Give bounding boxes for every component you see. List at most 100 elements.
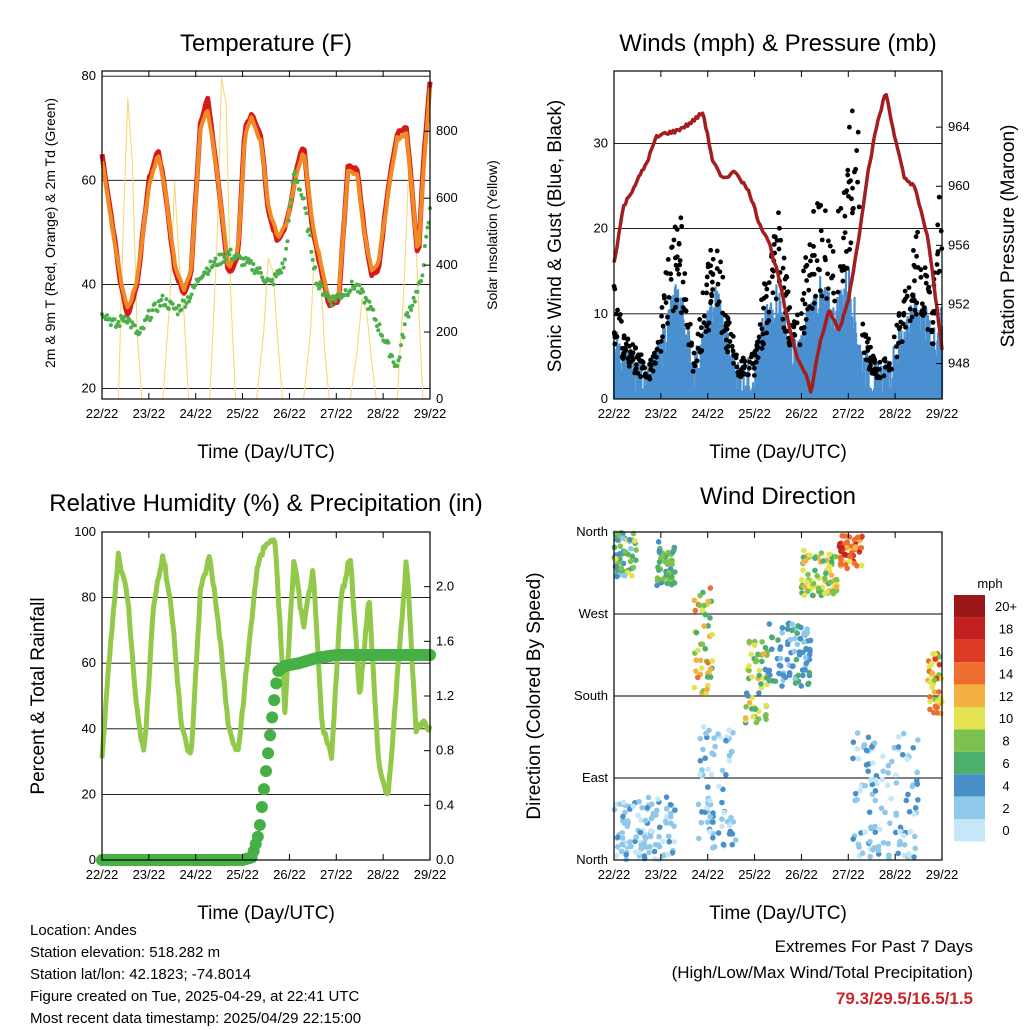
gust-point [776, 210, 781, 216]
direction-point [728, 748, 735, 755]
gust-point [801, 325, 807, 330]
direction-point [700, 724, 707, 730]
gust-point [731, 360, 736, 366]
right-tick-label: 0.4 [436, 797, 454, 812]
direction-point [697, 758, 704, 764]
gust-point [850, 206, 856, 212]
direction-point [897, 838, 903, 845]
direction-point [885, 770, 891, 776]
gust-point [723, 337, 729, 343]
direction-point [707, 828, 713, 835]
gust-point [920, 313, 926, 318]
direction-point [627, 839, 633, 845]
direction-point [642, 817, 649, 824]
gust-point [877, 359, 883, 365]
direction-point [715, 731, 721, 737]
gust-point [714, 248, 720, 254]
direction-point [904, 756, 911, 762]
direction-point [776, 662, 783, 668]
direction-point [795, 672, 802, 679]
gust-point [677, 262, 683, 268]
dewpoint-point [257, 266, 262, 271]
gust-point [720, 274, 726, 280]
direction-point [705, 598, 712, 605]
gust-point [727, 339, 733, 344]
direction-point [915, 737, 921, 743]
gust-point [706, 320, 712, 326]
direction-point [931, 689, 938, 695]
x-tick-label: 25/22 [738, 867, 771, 882]
direction-point [709, 658, 716, 664]
direction-point [777, 646, 783, 652]
gust-point [616, 316, 622, 321]
direction-point [619, 835, 626, 841]
direction-point [668, 573, 675, 580]
direction-point [701, 602, 707, 609]
gust-point [709, 293, 715, 299]
dewpoint-point [284, 246, 289, 251]
y-tick-label: 60 [82, 172, 96, 187]
direction-point [667, 801, 674, 808]
x-tick-label: 28/22 [367, 406, 400, 421]
gust-point [811, 253, 817, 258]
gust-point [705, 264, 711, 270]
humidity-xlabel: Time (Day/UTC) [197, 903, 335, 924]
direction-point [798, 624, 804, 631]
gust-point [811, 208, 816, 214]
gust-point [882, 358, 888, 364]
right-tick-label: 600 [436, 190, 458, 205]
direction-point [847, 553, 853, 560]
direction-point [748, 706, 755, 712]
legend-label: 20+ [995, 599, 1017, 614]
right-tick-label: 948 [948, 356, 970, 371]
gust-point [786, 335, 792, 341]
temperature-xticks: 22/22 23/22 24/22 25/22 26/22 27/22 28/22 29/22 [86, 71, 446, 421]
gust-point [683, 297, 689, 303]
precip-point [251, 830, 264, 843]
gust-point [700, 290, 706, 296]
dewpoint-point [227, 252, 232, 257]
direction-point [915, 797, 921, 803]
direction-point [895, 733, 902, 740]
dewpoint-point [116, 319, 121, 324]
gust-point [780, 316, 786, 322]
gust-point [697, 317, 703, 322]
gust-point [761, 281, 767, 287]
dewpoint-point [179, 307, 184, 312]
direction-point [906, 809, 913, 815]
dewpoint-point [211, 263, 216, 268]
direction-point [660, 576, 666, 582]
direction-point [929, 670, 936, 676]
gust-point [665, 314, 670, 320]
direction-point [802, 654, 809, 661]
gust-point [725, 343, 731, 349]
gust-point [781, 255, 787, 261]
direction-point [787, 636, 794, 643]
direction-point [932, 651, 938, 657]
direction-point [776, 670, 782, 677]
direction-point [931, 677, 938, 683]
wind-direction-title: Wind Direction [700, 483, 856, 510]
gust-point [911, 248, 916, 253]
direction-point [909, 783, 916, 790]
gust-point [676, 241, 682, 247]
precip-point [262, 747, 275, 760]
gust-point [926, 284, 932, 290]
gust-point [675, 267, 680, 272]
gust-point [867, 356, 873, 362]
y-tick-label: 0 [89, 852, 96, 867]
gust-point [922, 265, 928, 271]
dewpoint-point [158, 303, 163, 308]
direction-point [665, 851, 671, 858]
humidity-precip-panel: Relative Humidity (%) & Precipitation (i… [28, 490, 483, 924]
dewpoint-point [329, 303, 334, 308]
direction-point [715, 830, 722, 836]
gust-point [716, 299, 722, 305]
right-tick-label: 0.8 [436, 743, 454, 758]
direction-point [647, 843, 653, 850]
gust-point [803, 317, 809, 322]
y-tick-label: 20 [594, 221, 608, 236]
direction-point [932, 656, 938, 662]
gust-point [659, 305, 665, 310]
legend-label: 6 [1002, 756, 1009, 771]
